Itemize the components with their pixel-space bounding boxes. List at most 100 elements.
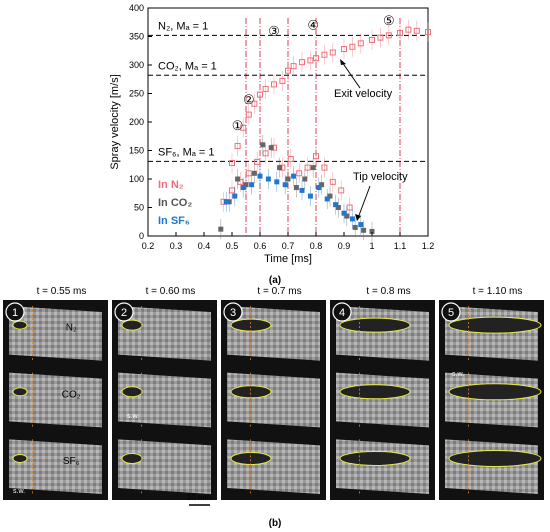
exit-velocity-label: Exit velocity [334, 88, 393, 100]
data-point [321, 51, 328, 58]
data-point [302, 176, 308, 182]
image-column-1: t = 0.55 ms N₂ CO₂ SF₆ 1 [3, 286, 108, 500]
y-tick-label: 50 [134, 203, 144, 213]
data-point [296, 170, 303, 177]
image-column-3: t = 0.7 ms 3 [221, 286, 326, 500]
time-marker-labels: ① ② ③ ④ ⑤ [232, 13, 395, 133]
x-tick-label: 1.2 [422, 241, 435, 251]
data-point [352, 224, 358, 230]
legend-co2: In CO₂ [158, 197, 192, 209]
column-marker-circle [441, 302, 461, 322]
image-column-4: t = 0.8 ms 4 [330, 286, 435, 500]
column-marker-number: 3 [230, 307, 236, 319]
x-tick-label: 0.9 [338, 241, 351, 251]
schlieren-image [336, 439, 429, 494]
spray-contour [339, 317, 411, 333]
column-time-label: t = 0.8 ms [366, 286, 410, 297]
x-tick-label: 1.1 [394, 241, 407, 251]
column-marker-number: 1 [12, 307, 18, 319]
data-point [245, 170, 252, 177]
data-point [385, 32, 392, 39]
data-point [249, 182, 255, 188]
reference-line-label: N₂, Mₐ = 1 [158, 20, 208, 32]
data-point [218, 226, 224, 232]
tip-velocity-annotation: Tip velocity [353, 171, 408, 221]
column-marker-number: 5 [448, 307, 454, 319]
schlieren-image [227, 439, 320, 494]
spray-contour [448, 316, 542, 334]
series-1 [220, 137, 353, 218]
spray-contour [121, 319, 143, 331]
data-point [245, 111, 252, 118]
data-point [285, 67, 291, 74]
x-tick-label: 0.6 [254, 241, 267, 251]
spray-contour [339, 450, 411, 466]
spray-contour [339, 384, 411, 400]
column-marker-circle [223, 302, 243, 322]
tip-velocity-arrow [357, 185, 371, 219]
schlieren-image [227, 372, 320, 428]
data-point [265, 176, 271, 182]
gas-label: CO₂ [62, 389, 81, 400]
data-point [282, 182, 288, 188]
time-marker-label: ⑤ [383, 13, 395, 28]
data-point [251, 100, 258, 107]
data-point [405, 26, 412, 33]
schlieren-image [118, 439, 211, 494]
x-axis-label: Time [ms] [264, 253, 312, 265]
x-tick-label: 0.5 [226, 241, 239, 251]
data-point [254, 158, 261, 165]
x-tick-label: 0.2 [142, 241, 155, 251]
y-tick-label: 300 [129, 60, 144, 70]
data-point [290, 63, 297, 70]
data-point [329, 49, 336, 56]
data-point [257, 173, 263, 179]
spray-contour [230, 451, 272, 465]
data-point [271, 81, 277, 88]
spray-contour [121, 452, 143, 464]
spray-contour [448, 449, 542, 467]
data-point [243, 182, 249, 188]
spray-contour [448, 383, 542, 401]
data-point [413, 27, 420, 34]
chart-panel-a: 0.2 0.3 0.4 0.5 0.6 0.7 0.8 0.9 1 1.1 1.2 0 50 100 150… [109, 3, 434, 286]
y-tick-label: 350 [129, 32, 144, 42]
data-point [357, 40, 364, 47]
data-point [324, 196, 330, 202]
data-point [349, 43, 356, 50]
shock-wave-label: s.w. [452, 371, 464, 378]
series-2 [218, 134, 375, 242]
data-point [251, 170, 257, 176]
data-point [279, 77, 286, 84]
reference-line-label: CO₂, Mₐ = 1 [158, 60, 217, 72]
data-point [358, 222, 364, 228]
data-point [232, 193, 238, 199]
scale-bar-label: 10 mm [187, 493, 212, 502]
column-marker-circle [332, 302, 352, 322]
legend-n2: In N₂ [158, 179, 184, 191]
data-point [333, 202, 339, 208]
data-point [235, 176, 241, 182]
time-marker-label: ④ [307, 18, 319, 33]
data-point [313, 153, 319, 160]
column-marker-circle [5, 302, 25, 322]
schlieren-image [9, 372, 102, 428]
data-point [341, 210, 347, 216]
data-point [327, 193, 333, 199]
data-point [268, 145, 274, 151]
time-marker-label: ② [243, 92, 255, 107]
data-point [226, 199, 232, 205]
data-point [260, 142, 266, 148]
data-point [240, 124, 247, 131]
data-point [291, 173, 297, 179]
data-point [316, 185, 322, 191]
data-point [257, 91, 263, 98]
spray-contour [12, 320, 28, 330]
y-tick-label: 250 [129, 89, 144, 99]
image-column-2: t = 0.60 ms 2 [112, 286, 217, 500]
column-marker-circle [114, 302, 134, 322]
data-point [321, 164, 328, 171]
x-tick-label: 0.3 [170, 241, 183, 251]
data-point [369, 36, 375, 43]
data-point [369, 228, 375, 234]
